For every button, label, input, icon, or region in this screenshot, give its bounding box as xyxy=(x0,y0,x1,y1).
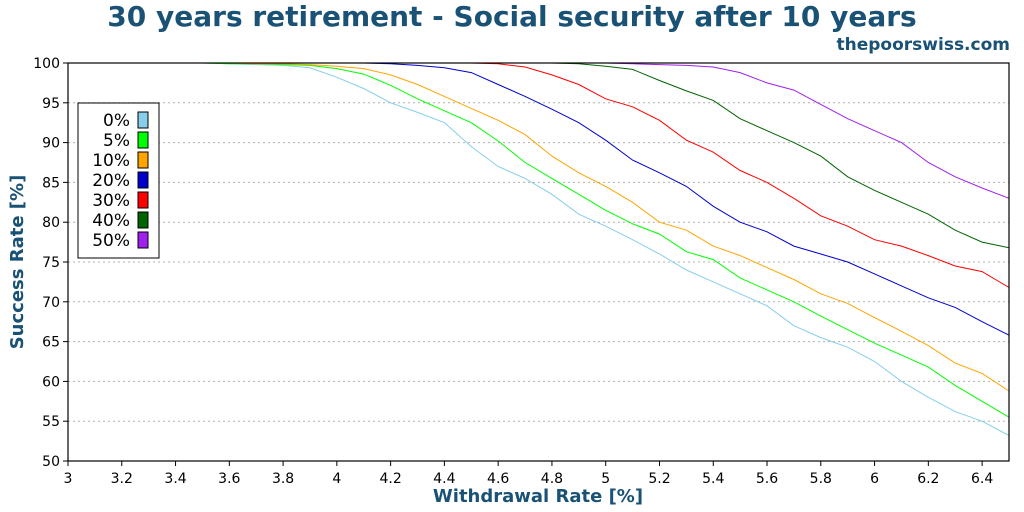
y-tick-label: 50 xyxy=(42,454,60,470)
legend-swatch xyxy=(137,211,149,229)
legend-swatch xyxy=(137,111,149,129)
legend-label: 50% xyxy=(92,231,130,251)
legend-label: 30% xyxy=(92,191,130,211)
x-tick-label: 4.4 xyxy=(433,471,455,487)
chart-title: 30 years retirement - Social security af… xyxy=(107,0,917,33)
y-tick-label: 75 xyxy=(42,255,60,271)
legend-label: 40% xyxy=(92,211,130,231)
y-tick-label: 55 xyxy=(42,414,60,430)
y-axis-label: Success Rate [%] xyxy=(7,175,28,350)
legend-swatch xyxy=(137,191,149,209)
x-tick-label: 3.4 xyxy=(164,471,186,487)
legend-label: 5% xyxy=(103,131,130,151)
y-tick-label: 65 xyxy=(42,335,60,351)
series-line-2 xyxy=(68,62,1010,418)
legend-label: 20% xyxy=(92,171,130,191)
x-tick-label: 5.6 xyxy=(756,471,778,487)
x-tick-label: 5.8 xyxy=(810,471,832,487)
x-tick-label: 4.2 xyxy=(379,471,401,487)
grid-lines xyxy=(68,102,1009,422)
legend-label: 0% xyxy=(103,111,130,131)
x-tick-label: 4.8 xyxy=(541,471,563,487)
y-tick-label: 80 xyxy=(42,215,60,231)
x-tick-label: 4 xyxy=(332,471,341,487)
legend-swatch xyxy=(137,131,149,149)
x-axis-label: Withdrawal Rate [%] xyxy=(433,486,643,507)
y-tick-label: 100 xyxy=(33,56,60,72)
x-tick-label: 4.6 xyxy=(487,471,509,487)
legend-swatch xyxy=(137,171,149,189)
x-tick-label: 3 xyxy=(64,471,73,487)
x-tick-label: 5.2 xyxy=(648,471,670,487)
y-tick-label: 70 xyxy=(42,295,60,311)
series-line-7 xyxy=(68,62,1010,199)
series-line-4 xyxy=(68,62,1010,336)
x-tick-label: 3.2 xyxy=(111,471,133,487)
y-tick-label: 90 xyxy=(42,136,60,152)
x-tick-label: 6.4 xyxy=(971,471,993,487)
series-line-1 xyxy=(68,62,1010,436)
series-lines xyxy=(68,62,1010,436)
site-credit: thepoorswiss.com xyxy=(836,35,1011,55)
legend: 0%5%10%20%30%40%50% xyxy=(77,102,160,259)
y-tick-label: 95 xyxy=(42,96,60,112)
legend-label: 10% xyxy=(92,151,130,171)
y-tick-label: 60 xyxy=(42,374,60,390)
series-line-5 xyxy=(68,62,1010,288)
x-tick-label: 5 xyxy=(601,471,610,487)
x-tick-label: 3.8 xyxy=(272,471,294,487)
y-tick-label: 85 xyxy=(42,175,60,191)
series-line-6 xyxy=(68,62,1010,249)
x-tick-label: 6 xyxy=(870,471,879,487)
legend-swatch xyxy=(137,231,149,249)
legend-swatch xyxy=(137,151,149,169)
x-tick-label: 5.4 xyxy=(702,471,724,487)
x-tick-label: 3.6 xyxy=(218,471,240,487)
x-tick-label: 6.2 xyxy=(917,471,939,487)
